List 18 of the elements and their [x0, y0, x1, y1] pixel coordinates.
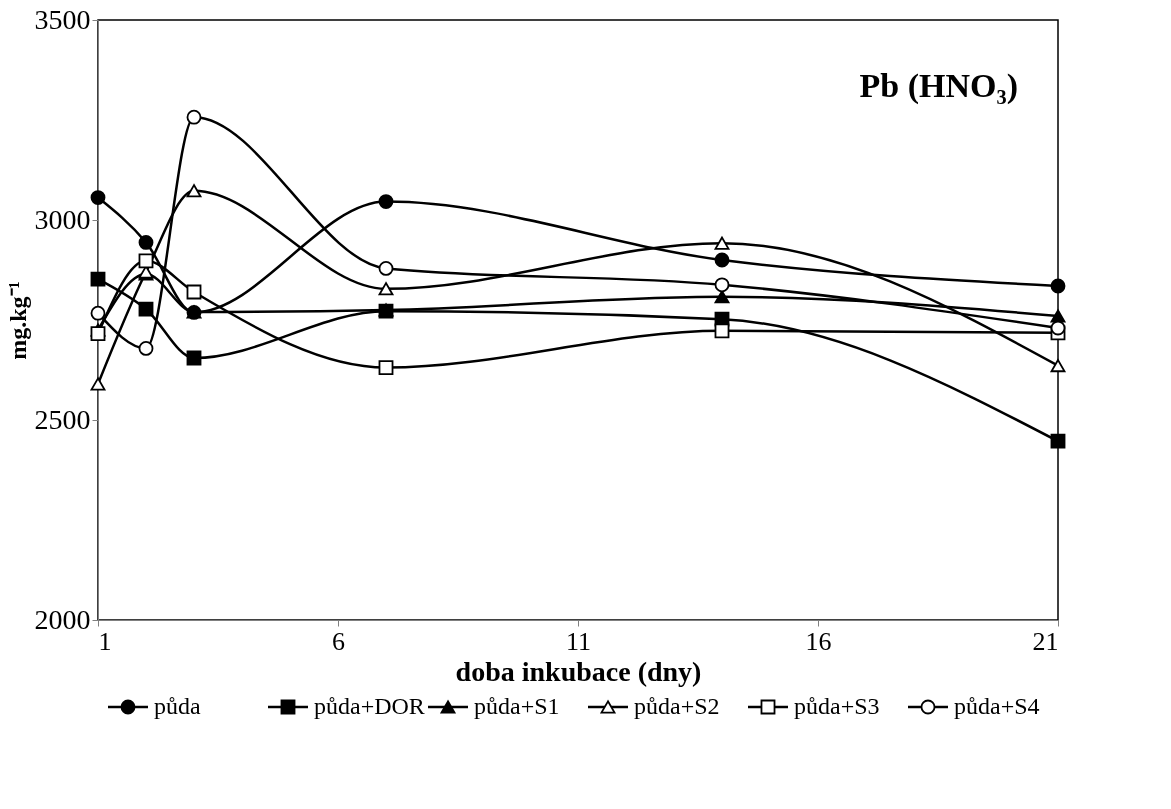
y-tick-label: 2000	[34, 603, 91, 635]
y-axis-title: mg.kg⁻¹	[4, 281, 31, 360]
legend-label: půda	[154, 693, 201, 719]
x-tick-label: 16	[805, 626, 832, 656]
x-tick-label: 21	[1032, 626, 1059, 656]
y-tick-label: 3000	[34, 203, 91, 235]
y-tick-label: 2500	[34, 403, 91, 435]
x-tick-label: 6	[332, 626, 345, 656]
legend-label: půda+DOR	[314, 693, 425, 719]
x-tick-label: 11	[565, 626, 592, 656]
legend-label: půda+S2	[634, 693, 720, 719]
y-tick-label: 3500	[34, 3, 91, 35]
legend-label: půda+S1	[474, 693, 560, 719]
x-tick-label: 1	[98, 626, 112, 656]
text: Pb (HNO₃)	[859, 67, 1018, 105]
x-axis-title: doba inkubace (dny)	[455, 655, 702, 687]
legend-label: půda+S4	[954, 693, 1040, 719]
legend-label: půda+S3	[794, 693, 880, 719]
